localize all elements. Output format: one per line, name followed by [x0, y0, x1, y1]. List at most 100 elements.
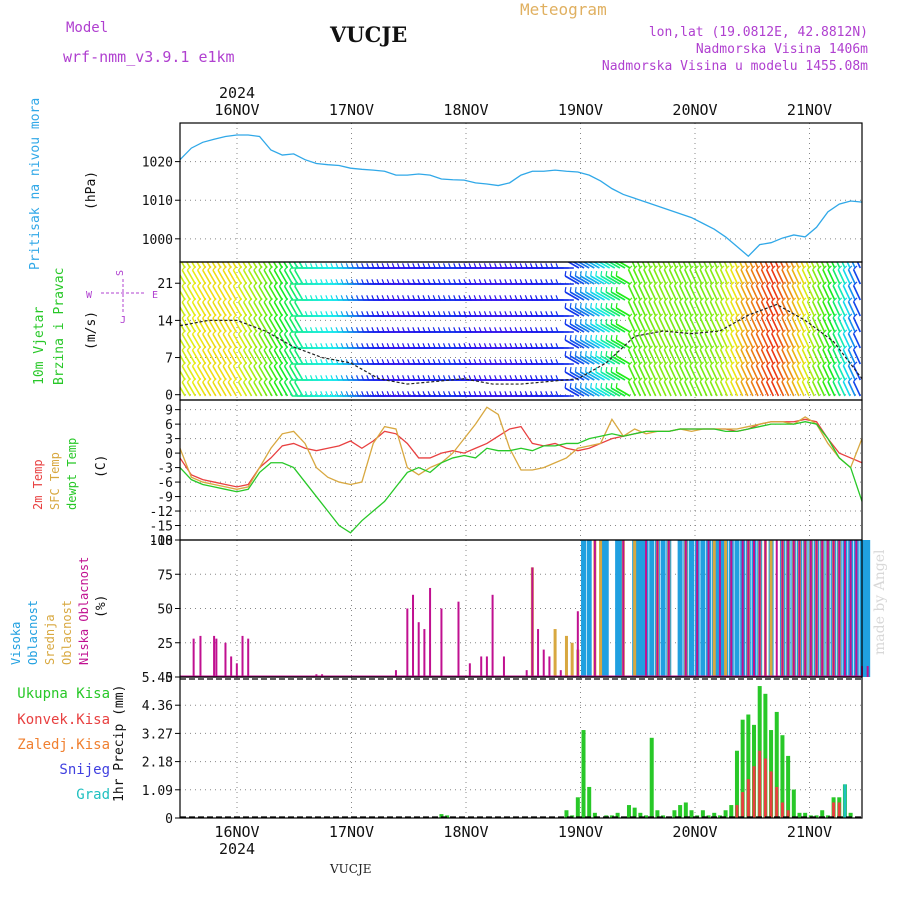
wind-barb-flag	[243, 281, 248, 287]
compass-south: J	[120, 315, 126, 326]
wind-barb-flag	[473, 295, 477, 301]
wind-barb	[227, 349, 237, 365]
wind-barb-flag	[504, 311, 508, 317]
wind-barb-flag	[437, 263, 441, 269]
wind-barb-flag	[309, 327, 313, 333]
wind-barb-flag	[304, 359, 308, 365]
wind-barb	[837, 333, 846, 349]
wind-barb	[268, 365, 278, 381]
wind-barb-flag	[232, 313, 237, 319]
cloud-bar	[468, 663, 471, 677]
wind-barb-flag	[735, 297, 740, 302]
wind-barb-flag	[555, 375, 559, 381]
wind-barb	[663, 301, 672, 317]
cloud-bar	[712, 540, 716, 677]
wind-barb-flag	[294, 327, 298, 333]
wind-barb-flag	[248, 329, 253, 335]
wind-barb	[222, 301, 232, 317]
wind-barb-flag	[248, 345, 253, 351]
wind-barb-flag	[340, 375, 344, 381]
wind-barb	[216, 262, 222, 269]
wind-barb	[273, 333, 283, 349]
wind-barb	[564, 275, 580, 285]
wind-barb	[744, 262, 749, 269]
wind-barb-flag	[355, 375, 359, 381]
wind-barb-flag	[340, 327, 344, 333]
wind-barb-flag	[643, 329, 648, 334]
wind-barb-flag	[721, 250, 724, 254]
wind-barb	[735, 349, 744, 365]
wind-barb-flag	[709, 297, 715, 302]
precip-bar	[775, 786, 779, 818]
cloud-bar	[781, 540, 784, 677]
wind-barb	[632, 269, 642, 285]
wind-barb	[796, 349, 805, 365]
wind-barb	[212, 269, 222, 285]
wind-barb	[600, 355, 616, 365]
wind-barb-flag	[679, 345, 684, 350]
wind-barb-flag	[268, 297, 273, 303]
wind-barb-flag	[268, 345, 273, 351]
wind-barb-flag	[473, 343, 477, 349]
wind-barb	[765, 349, 775, 365]
wind-barb-flag	[668, 345, 674, 350]
wind-barb	[648, 269, 657, 285]
wind-barb-flag	[278, 329, 284, 335]
wind-barb-flag	[432, 295, 436, 301]
wind-barb	[709, 301, 718, 317]
wind-barb-flag	[590, 318, 593, 325]
wind-barb-flag	[243, 345, 248, 351]
wind-barb	[237, 365, 248, 381]
wind-barb	[832, 285, 841, 301]
wind-barb-flag	[590, 382, 593, 389]
wind-barb-flag	[412, 263, 416, 269]
wind-barb-flag	[745, 377, 751, 382]
wind-barb	[817, 381, 826, 397]
wind-barb-flag	[837, 297, 843, 302]
precip-bar	[706, 815, 711, 818]
wind-barb-flag	[264, 250, 267, 254]
wind-barb-flag	[715, 250, 718, 254]
wind-barb-flag	[473, 359, 477, 365]
wind-barb	[755, 381, 764, 397]
cloud-bar	[747, 540, 750, 677]
wind-barb-flag	[422, 391, 426, 397]
wind-barb	[678, 365, 688, 381]
wind-barb	[770, 301, 780, 317]
wind-barb-flag	[801, 265, 807, 270]
wind-barb-flag	[761, 329, 766, 334]
wind-barb	[273, 349, 283, 365]
precip-bar	[843, 784, 847, 818]
wind-barb-flag	[284, 313, 289, 319]
cloud-side-label-0: Visoka Oblacnost	[9, 599, 40, 665]
wind-barb	[847, 349, 856, 365]
wind-barb-flag	[330, 263, 334, 269]
wind-barb	[242, 301, 253, 317]
wind-barb-flag	[550, 279, 554, 285]
wind-barb	[781, 285, 790, 301]
wind-barb	[226, 262, 232, 269]
wind-barb-flag	[740, 297, 745, 302]
wind-barb	[278, 269, 289, 285]
wind-barb-flag	[238, 250, 241, 254]
wind-barb-flag	[610, 334, 613, 341]
wind-barb-flag	[812, 265, 817, 270]
wind-barb-flag	[355, 263, 359, 269]
wind-barb-flag	[750, 297, 756, 302]
precip-bar	[644, 815, 649, 818]
wind-barb-flag	[437, 375, 441, 381]
wind-barb	[745, 349, 754, 365]
precip-bar	[581, 730, 586, 818]
cloud-bar	[649, 540, 655, 677]
wind-barb	[764, 262, 769, 269]
wind-barb-flag	[832, 345, 837, 350]
wind-barb	[842, 317, 851, 333]
wind-barb	[719, 381, 729, 397]
wind-barb-flag	[355, 327, 359, 333]
wind-barb-flag	[340, 279, 344, 285]
wind-barb	[658, 333, 667, 349]
wind-barb	[817, 349, 826, 365]
wind-barb-flag	[735, 361, 740, 366]
wind-barb-flag	[643, 281, 648, 286]
wind-barb	[822, 301, 831, 317]
